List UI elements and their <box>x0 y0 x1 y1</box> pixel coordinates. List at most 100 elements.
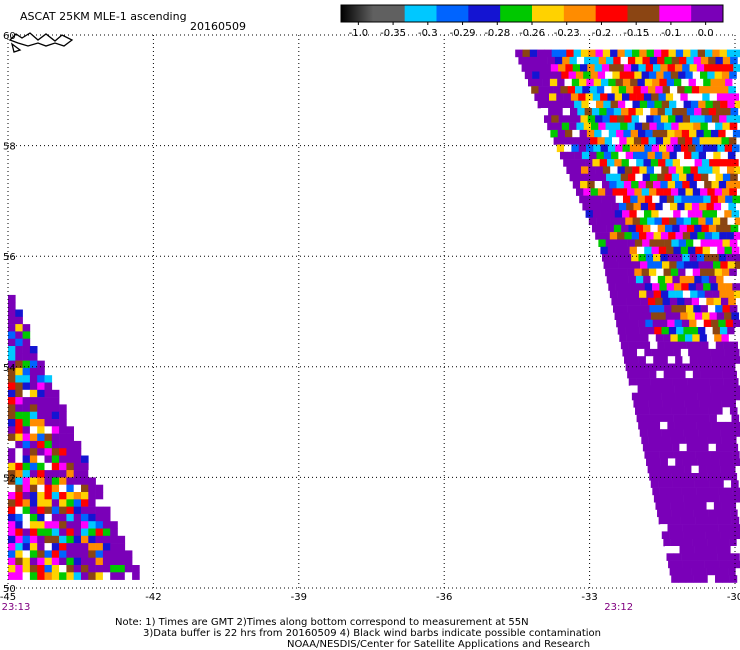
swath-cell <box>721 502 729 510</box>
swath-cell <box>698 363 707 372</box>
swath-cell <box>576 56 585 65</box>
swath-cell <box>675 166 684 174</box>
swath-cell <box>661 327 670 335</box>
swath-cell <box>609 181 617 189</box>
colorbar-tick-label: 0.0 <box>698 28 714 39</box>
swath-cell <box>668 49 677 58</box>
swath-cell <box>701 378 710 386</box>
swath-cell <box>22 440 31 449</box>
swath-cell <box>588 100 597 109</box>
swath-cell <box>66 513 74 522</box>
swath-cell <box>726 254 734 262</box>
swath-cell <box>691 86 700 94</box>
swath-cell <box>44 455 53 464</box>
swath-cell <box>674 195 682 204</box>
swath-cell <box>675 392 684 401</box>
swath-cell <box>638 64 647 72</box>
swath-cell <box>51 565 60 573</box>
colorbar-tick-label: -0.1 <box>661 28 681 39</box>
swath-cell <box>679 341 687 350</box>
swath-cell <box>683 363 692 372</box>
swath-cell <box>630 319 639 328</box>
swath-cell <box>610 166 618 174</box>
swath-cell <box>665 516 674 525</box>
swath-cell <box>578 93 586 101</box>
swath-cell <box>726 115 735 123</box>
swath-cell <box>646 166 655 174</box>
swath-cell <box>728 567 736 576</box>
swath-cell <box>643 159 652 167</box>
swath-cell <box>658 480 666 488</box>
swath-cell <box>573 166 582 174</box>
swath-cell <box>702 312 710 320</box>
swath-cell <box>638 232 647 240</box>
swath-cell <box>712 531 721 539</box>
swath-cell <box>657 173 665 182</box>
swath-cell <box>684 297 693 306</box>
swath-cell <box>29 382 38 391</box>
swath-cell <box>124 565 133 573</box>
swath-cell <box>713 261 721 269</box>
swath-cell <box>655 436 664 445</box>
x-tick-label: -39 <box>291 592 307 603</box>
swath-cell <box>616 319 624 328</box>
swath-cell <box>564 129 573 138</box>
swath-cell <box>662 465 670 474</box>
swath-cell <box>51 455 60 464</box>
swath-cell <box>724 93 732 101</box>
swath-cell <box>8 338 16 347</box>
swath-cell <box>684 151 692 160</box>
swath-cell <box>708 443 717 452</box>
swath-cell <box>626 86 634 94</box>
swath-cell <box>704 356 712 364</box>
swath-cell <box>66 462 74 471</box>
swath-cell <box>647 100 655 109</box>
swath-cell <box>543 64 552 72</box>
swath-cell <box>708 224 717 233</box>
swath-cell <box>665 275 673 284</box>
swath-cell <box>648 137 657 145</box>
swath-cell <box>690 392 698 401</box>
swath-cell <box>595 49 604 58</box>
swath-cell <box>683 49 691 58</box>
swath-cell <box>680 414 689 423</box>
swath-cell <box>588 166 596 174</box>
swath-cell <box>729 575 738 583</box>
swath-cell <box>51 528 60 537</box>
swath-cell <box>22 550 31 559</box>
swath-cell <box>666 78 675 87</box>
swath-cell <box>726 560 735 569</box>
swath-cell <box>732 553 740 561</box>
swath-cell <box>605 268 613 277</box>
swath-cell <box>552 100 560 109</box>
swath-cell <box>15 419 23 427</box>
swath-cell <box>667 254 676 262</box>
swath-cell <box>29 419 38 427</box>
swath-cell <box>699 538 708 547</box>
swath-cell <box>669 567 678 576</box>
swath-cell <box>652 385 660 393</box>
swath-cell <box>594 181 603 189</box>
swath-cell <box>554 56 563 65</box>
swath-cell <box>37 433 45 442</box>
swath-cell <box>540 108 549 116</box>
swath-cell <box>715 173 724 182</box>
swath-cell <box>723 378 732 386</box>
swath-cell <box>95 492 104 500</box>
swath-cell <box>702 516 711 525</box>
swath-cell <box>22 543 31 551</box>
swath-cell <box>617 232 625 240</box>
swath-cell <box>688 487 697 496</box>
swath-cell <box>577 108 585 116</box>
swath-cell <box>705 494 713 503</box>
swath-cell <box>37 506 45 515</box>
swath-cell <box>625 151 634 160</box>
swath-cell <box>117 543 126 551</box>
swath-cell <box>645 181 654 189</box>
swath-cell <box>723 341 731 350</box>
swath-cell <box>587 181 595 189</box>
swath-cell <box>698 261 707 269</box>
swath-cell <box>658 93 667 101</box>
swath-cell <box>707 188 715 196</box>
swath-cell <box>730 378 739 386</box>
